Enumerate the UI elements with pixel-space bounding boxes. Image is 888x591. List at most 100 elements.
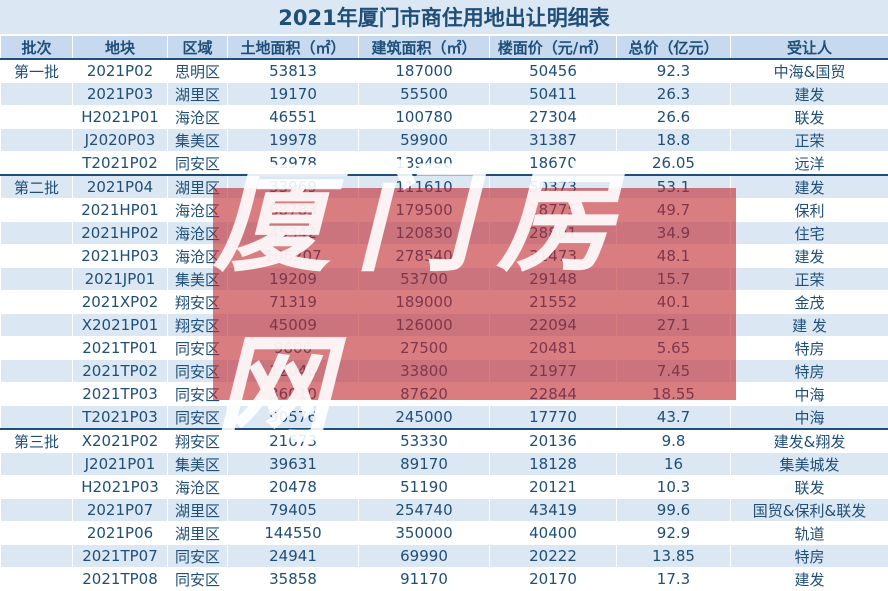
cell-building-area: 179500 [359,199,490,222]
cell-district: 海沧区 [168,222,228,245]
cell-land-area: 79405 [228,499,359,522]
cell-land-area: 33969 [228,175,359,199]
cell-land-area: 39631 [228,453,359,476]
cell-batch [1,291,73,314]
cell-land-area: 90576 [228,406,359,430]
cell-building-area: 189000 [359,291,490,314]
cell-batch [1,545,73,568]
cell-buyer: 联发 [731,106,888,129]
cell-building-area: 53700 [359,268,490,291]
cell-buyer: 建发 [731,568,888,591]
cell-batch [1,476,73,499]
cell-floor-price: 27304 [490,106,617,129]
cell-floor-price: 21977 [490,360,617,383]
cell-district: 同安区 [168,545,228,568]
cell-total-price: 10.3 [617,476,731,499]
cell-buyer: 建发 [731,245,888,268]
cell-building-area: 111610 [359,175,490,199]
page-title: 2021年厦门市商住用地出让明细表 [0,0,888,35]
cell-batch [1,83,73,106]
cell-total-price: 53.1 [617,175,731,199]
cell-buyer: 正荣 [731,268,888,291]
column-header-batch: 批次 [1,36,73,60]
cell-plot: 2021P06 [73,522,168,545]
cell-floor-price: 31473 [490,245,617,268]
cell-district: 湖里区 [168,522,228,545]
cell-total-price: 5.65 [617,337,731,360]
cell-batch [1,360,73,383]
cell-district: 海沧区 [168,245,228,268]
cell-buyer: 正荣 [731,129,888,152]
cell-district: 海沧区 [168,199,228,222]
cell-plot: 2021P04 [73,175,168,199]
cell-buyer: 特房 [731,360,888,383]
cell-building-area: 100780 [359,106,490,129]
cell-district: 湖里区 [168,499,228,522]
cell-batch [1,106,73,129]
cell-district: 翔安区 [168,291,228,314]
cell-total-price: 40.1 [617,291,731,314]
cell-total-price: 18.55 [617,383,731,406]
cell-batch [1,406,73,430]
cell-total-price: 17.3 [617,568,731,591]
cell-plot: 2021P03 [73,83,168,106]
cell-floor-price: 20170 [490,568,617,591]
cell-district: 同安区 [168,568,228,591]
cell-district: 集美区 [168,453,228,476]
cell-plot: 2021HP02 [73,222,168,245]
cell-total-price: 18.8 [617,129,731,152]
cell-building-area: 55500 [359,83,490,106]
cell-plot: 2021TP07 [73,545,168,568]
cell-district: 同安区 [168,406,228,430]
cell-building-area: 126000 [359,314,490,337]
cell-buyer: 建发 [731,83,888,106]
column-header-buyer: 受让人 [731,36,888,60]
cell-land-area: 46551 [228,106,359,129]
cell-total-price: 26.3 [617,83,731,106]
cell-building-area: 69990 [359,545,490,568]
cell-plot: 2021P02 [73,59,168,83]
cell-district: 湖里区 [168,83,228,106]
cell-buyer: 中海&国贸 [731,59,888,83]
cell-total-price: 27.1 [617,314,731,337]
cell-land-area: 20478 [228,476,359,499]
cell-floor-price: 28801 [490,222,617,245]
cell-land-area: 45342 [228,222,359,245]
cell-batch [1,314,73,337]
column-header-building-area: 建筑面积（㎡） [359,36,490,60]
cell-floor-price: 50373 [490,175,617,199]
cell-plot: 2021XP02 [73,291,168,314]
cell-batch [1,245,73,268]
cell-district: 同安区 [168,152,228,176]
cell-land-area: 52978 [228,152,359,176]
cell-land-area: 21673 [228,429,359,453]
cell-district: 思明区 [168,59,228,83]
cell-buyer: 住宅 [731,222,888,245]
cell-building-area: 89170 [359,453,490,476]
column-header-district: 区域 [168,36,228,60]
cell-plot: 2021TP03 [73,383,168,406]
cell-buyer: 建发&翔发 [731,429,888,453]
cell-plot: 2021TP01 [73,337,168,360]
cell-floor-price: 29148 [490,268,617,291]
cell-buyer: 国贸&保利&联发 [731,499,888,522]
cell-total-price: 9.8 [617,429,731,453]
cell-land-area: 144550 [228,522,359,545]
cell-district: 湖里区 [168,175,228,199]
cell-land-area: 36010 [228,383,359,406]
column-header-floor-price: 楼面价（元/㎡） [490,36,617,60]
cell-building-area: 187000 [359,59,490,83]
cell-district: 集美区 [168,129,228,152]
